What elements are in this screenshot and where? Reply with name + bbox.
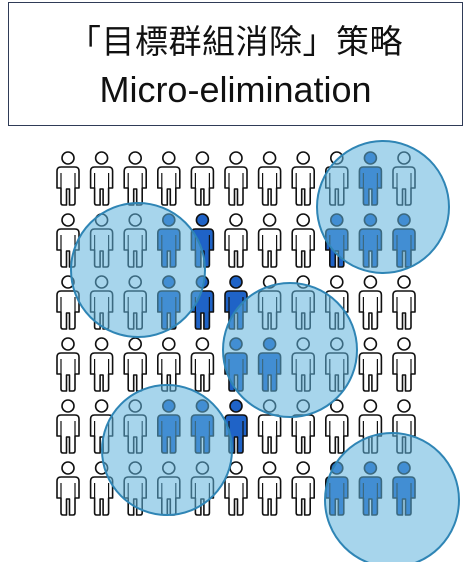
person-head <box>397 275 411 289</box>
person-head <box>162 337 176 351</box>
person-icon <box>89 337 114 392</box>
person-body <box>257 414 282 454</box>
person-body <box>56 290 80 330</box>
person-body <box>157 166 181 206</box>
person-head <box>229 213 243 227</box>
person-head <box>296 461 311 475</box>
person-head <box>128 151 142 165</box>
person-head <box>229 151 243 165</box>
person-body <box>291 228 315 268</box>
center-group-circle <box>222 282 358 418</box>
person-icon <box>56 337 80 392</box>
person-icon <box>392 337 416 392</box>
group-circles-layer <box>70 140 460 562</box>
person-head <box>363 399 378 413</box>
person-head <box>397 399 411 413</box>
person-icon <box>224 213 248 268</box>
person-body <box>257 228 282 268</box>
person-body <box>325 414 349 454</box>
person-body <box>89 476 114 516</box>
person-icon <box>291 213 315 268</box>
person-head <box>94 399 109 413</box>
person-icon <box>190 337 215 392</box>
person-icon <box>224 151 248 206</box>
person-head <box>61 399 75 413</box>
person-body <box>392 352 416 392</box>
person-head <box>397 337 411 351</box>
person-head <box>363 275 378 289</box>
person-icon <box>358 337 383 392</box>
title-chinese: 「目標群組消除」策略 <box>68 22 403 61</box>
person-icon <box>56 461 80 516</box>
person-body <box>257 166 282 206</box>
person-head <box>128 337 142 351</box>
person-head <box>262 461 277 475</box>
person-head <box>195 151 210 165</box>
person-head <box>229 275 243 289</box>
person-body <box>224 228 248 268</box>
person-body <box>358 290 383 330</box>
person-icon <box>190 151 215 206</box>
person-icon <box>392 275 416 330</box>
person-head <box>229 399 243 413</box>
person-body <box>56 476 80 516</box>
person-head <box>363 337 378 351</box>
person-head <box>94 337 109 351</box>
person-body <box>123 352 147 392</box>
person-icon <box>56 275 80 330</box>
lower-left-group-circle <box>101 384 233 516</box>
person-head <box>162 151 176 165</box>
person-icon <box>291 461 315 516</box>
person-head <box>61 151 75 165</box>
person-body <box>190 166 215 206</box>
person-body <box>89 352 114 392</box>
person-icon <box>358 275 383 330</box>
person-icon <box>325 399 349 454</box>
person-body <box>257 476 282 516</box>
upper-left-group-circle <box>70 202 206 338</box>
person-body <box>190 352 215 392</box>
person-icon <box>56 151 80 206</box>
person-body <box>291 166 315 206</box>
person-head <box>229 461 243 475</box>
person-icon <box>89 151 114 206</box>
person-head <box>61 461 75 475</box>
person-icon <box>123 337 147 392</box>
person-icon <box>123 151 147 206</box>
person-body <box>392 290 416 330</box>
person-head <box>61 337 75 351</box>
person-head <box>195 337 210 351</box>
person-head <box>329 399 344 413</box>
title-box: 「目標群組消除」策略 Micro-elimination <box>8 2 463 126</box>
person-head <box>296 151 311 165</box>
person-body <box>291 414 315 454</box>
person-icon <box>257 213 282 268</box>
person-head <box>262 151 277 165</box>
person-head <box>329 275 344 289</box>
person-body <box>56 352 80 392</box>
person-body <box>56 166 80 206</box>
person-head <box>296 213 311 227</box>
person-body <box>224 166 248 206</box>
person-icon <box>56 399 80 454</box>
top-right-group-circle <box>316 140 450 274</box>
person-head <box>262 213 277 227</box>
person-body <box>123 166 147 206</box>
person-body <box>56 414 80 454</box>
person-icon <box>157 337 181 392</box>
person-body <box>89 166 114 206</box>
person-icon <box>257 151 282 206</box>
bottom-right-group-circle <box>324 432 460 562</box>
person-icon <box>291 151 315 206</box>
person-icon <box>157 151 181 206</box>
person-head <box>94 151 109 165</box>
person-head <box>195 213 210 227</box>
title-english: Micro-elimination <box>99 69 372 110</box>
person-body <box>291 476 315 516</box>
person-body <box>224 476 248 516</box>
person-body <box>358 352 383 392</box>
person-head <box>61 213 75 227</box>
person-icon <box>257 461 282 516</box>
